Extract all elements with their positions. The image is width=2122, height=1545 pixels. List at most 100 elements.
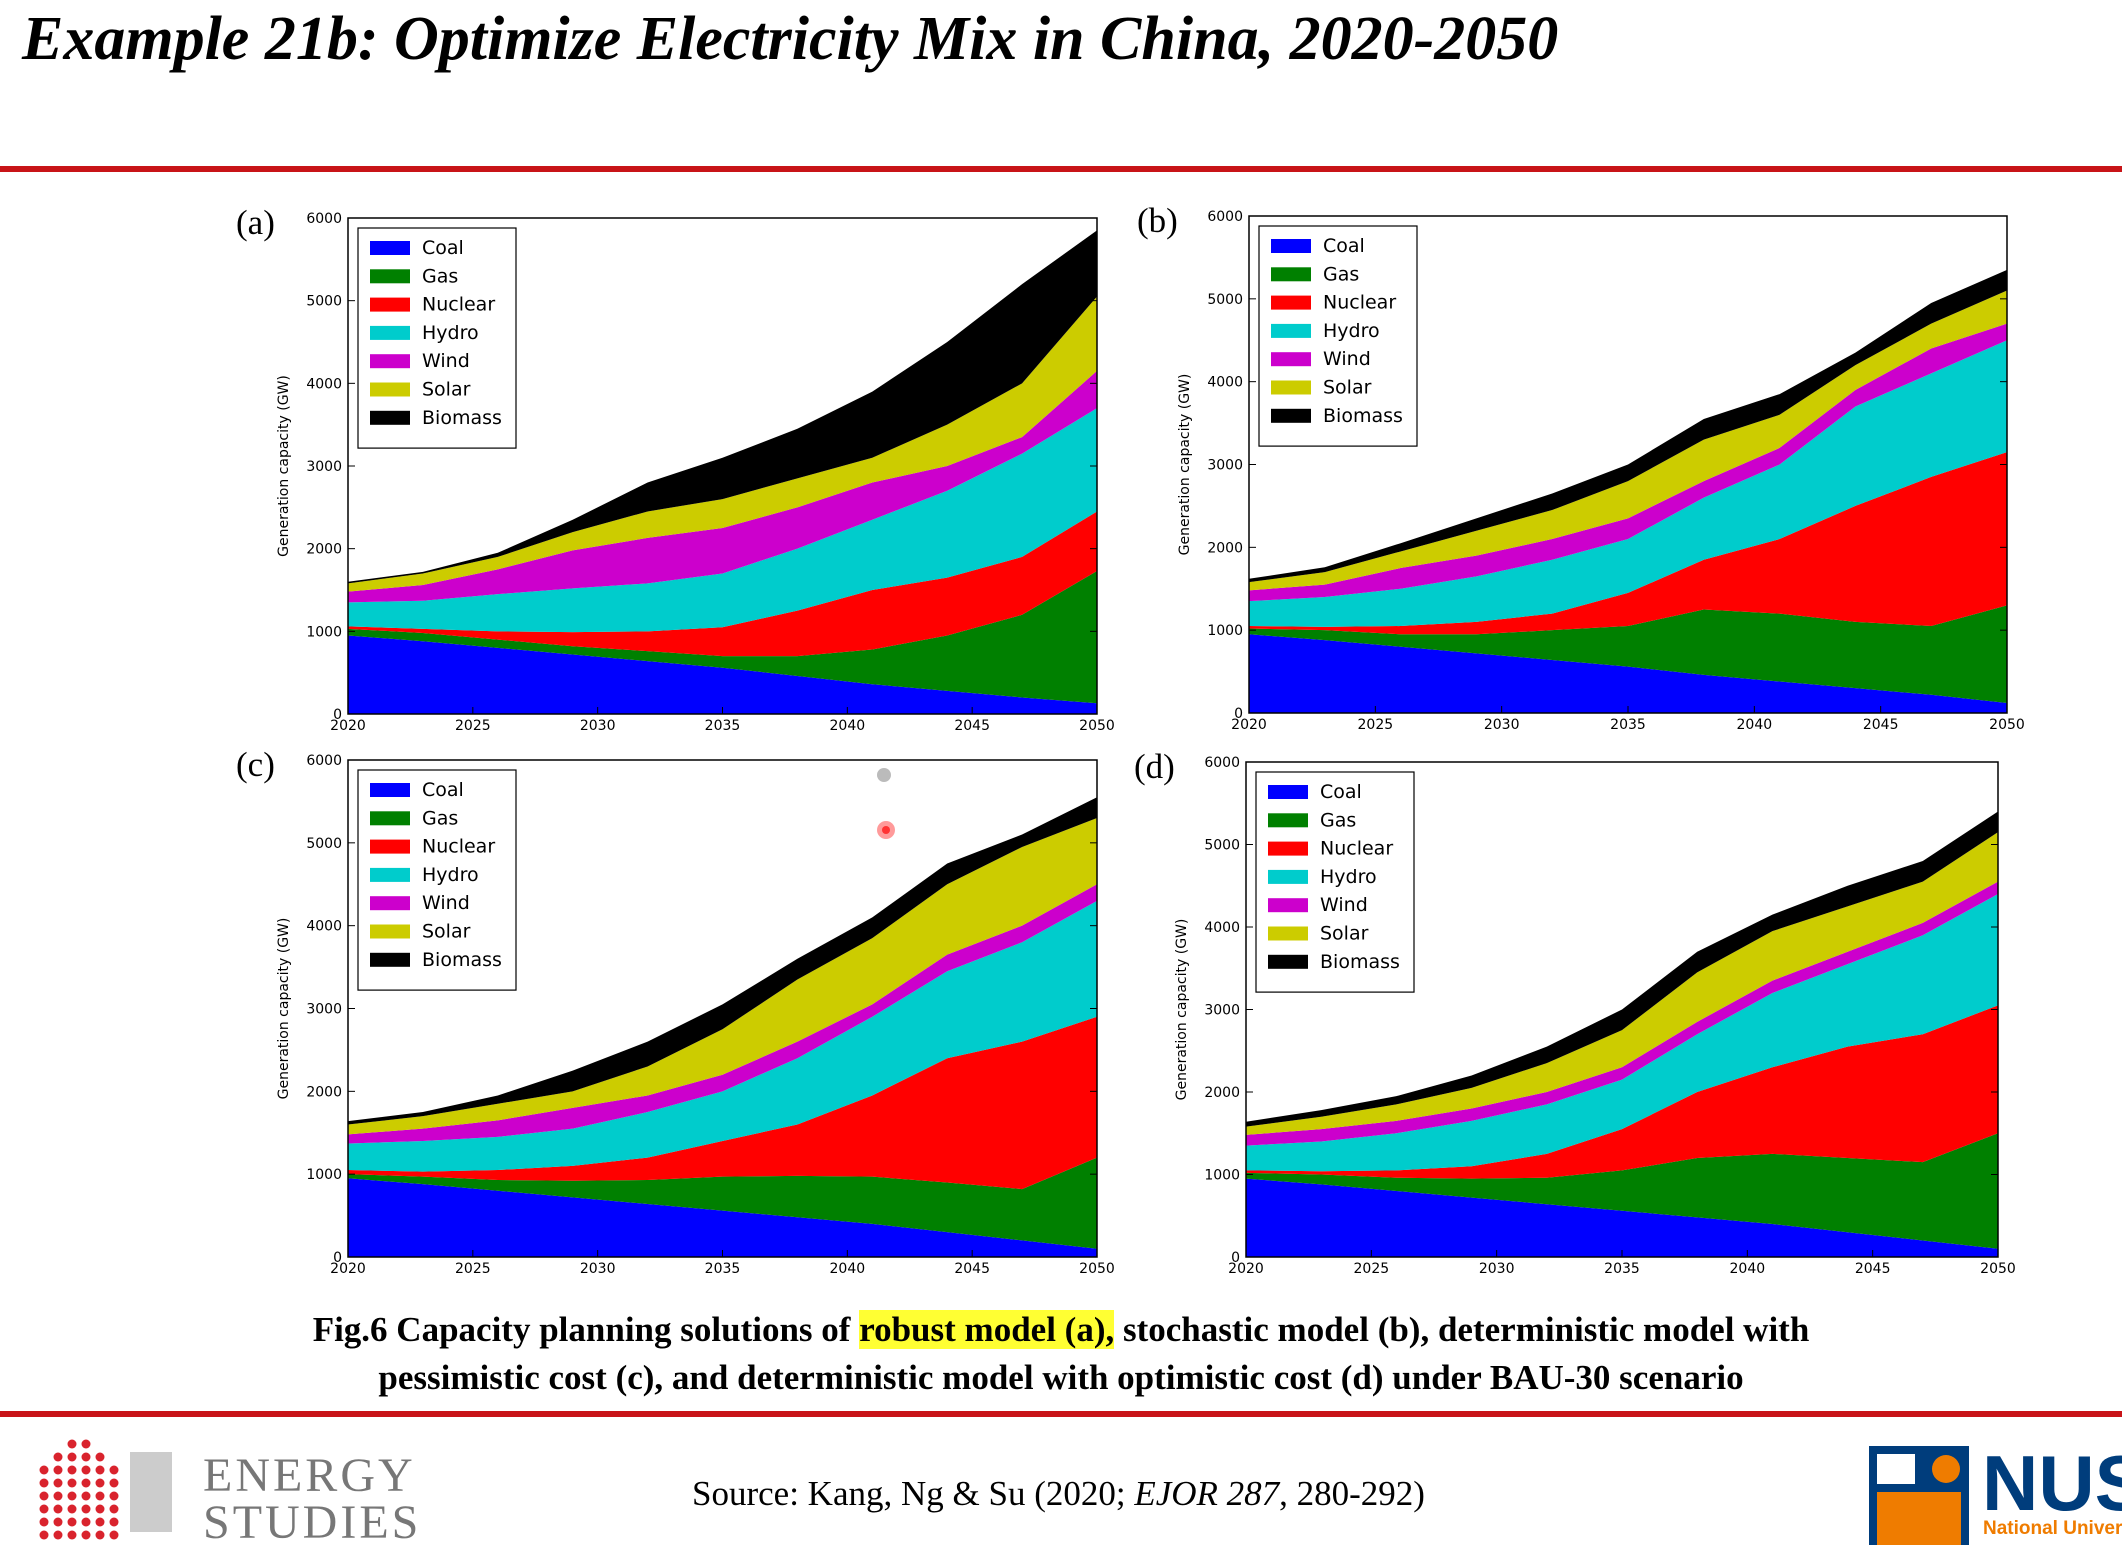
area [1246,1133,1998,1249]
caption-text: pessimistic cost (c), and deterministic … [378,1358,1744,1397]
logo-dot [53,1452,63,1462]
x-tick-label: 2040 [1730,1261,1766,1277]
area [348,511,1097,657]
legend-swatch [370,325,410,340]
x-tick-label: 2030 [580,718,616,734]
legend-swatch [1271,323,1311,338]
x-tick-label: 2035 [705,1261,741,1277]
plot-area [1246,811,1998,1257]
logo-dot [109,1491,119,1501]
x-tick-label: 2025 [455,718,491,734]
y-tick-label: 0 [1234,706,1243,722]
y-tick-label: 5000 [1207,292,1243,308]
logo-dot [81,1452,91,1462]
legend-label: Biomass [1323,405,1403,427]
legend-label: Hydro [422,864,479,886]
legend-swatch [1268,954,1308,969]
area [348,900,1097,1172]
legend-swatch [370,269,410,284]
logo-dot [67,1491,77,1501]
y-tick-label: 0 [333,707,342,723]
y-tick-label: 3000 [1207,458,1243,474]
logo-dot [95,1465,105,1475]
source-journal: EJOR 287 [1134,1474,1280,1513]
x-tick-label: 2035 [1604,1261,1640,1277]
y-tick-label: 5000 [306,294,342,310]
area [1249,452,2007,635]
legend-label: Gas [422,807,458,829]
legend-label: Hydro [422,322,479,344]
y-tick-label: 4000 [1207,375,1243,391]
legend-label: Gas [1323,263,1359,285]
logo-dot [67,1465,77,1475]
y-tick-label: 1000 [1207,623,1243,639]
legend-swatch [370,839,410,854]
chart-panel: 0 1000 2000 3000 4000 5000 6000 2020 2025 2030 203… [236,745,1115,1277]
source: Source: Kang, Ng & Su (2020; EJOR 287, 2… [692,1474,1425,1514]
y-tick-label: 0 [333,1250,342,1266]
logo-dot [81,1530,91,1540]
area [348,635,1097,714]
x-tick-label: 2050 [1079,718,1115,734]
logo-dot [95,1452,105,1462]
y-tick-label: 6000 [1207,209,1243,225]
bottom-rule [0,1411,2122,1417]
legend-swatch [370,952,410,967]
legend-swatch [1268,926,1308,941]
x-tick-label: 2030 [580,1261,616,1277]
area [1249,323,2007,602]
y-axis-label: Generation capacity (GW) [276,375,292,557]
legend-label: Biomass [422,949,502,971]
x-tick-label: 2020 [1228,1261,1264,1277]
chart-panel: 0 1000 2000 3000 4000 5000 6000 2020 2025 2030 203… [236,203,1115,734]
area [348,296,1097,592]
legend-swatch [370,867,410,882]
x-tick-label: 2045 [1863,717,1899,733]
legend-label: Wind [422,892,470,914]
legend-label: Coal [1320,781,1362,803]
area [348,230,1097,584]
caption-highlight: robust model (a), [859,1310,1115,1349]
logo-dot [53,1504,63,1514]
plot-area [348,797,1097,1257]
y-tick-label: 3000 [1204,1003,1240,1019]
area [348,370,1097,603]
legend-swatch [1268,813,1308,828]
logo-dot [81,1465,91,1475]
y-tick-label: 5000 [306,836,342,852]
source-text: , 280-292) [1279,1474,1425,1513]
logo-dot [67,1439,77,1449]
logo-dot [53,1491,63,1501]
y-tick-label: 4000 [306,376,342,392]
x-tick-label: 2020 [1231,717,1267,733]
chart-panel: 0 1000 2000 3000 4000 5000 6000 2020 2025 2030 203… [1137,201,2025,733]
y-tick-label: 2000 [1204,1085,1240,1101]
legend-label: Wind [422,350,470,372]
x-tick-label: 2025 [455,1261,491,1277]
x-tick-label: 2025 [1358,717,1394,733]
legend-label: Gas [422,265,458,287]
chart-panel: 0 1000 2000 3000 4000 5000 6000 2020 2025 2030 203… [1134,747,2016,1277]
source-text: Source: Kang, Ng & Su (2020; [692,1474,1135,1513]
x-tick-label: 2030 [1484,717,1520,733]
legend-label: Nuclear [422,294,495,316]
y-tick-label: 4000 [1204,920,1240,936]
y-axis-label: Generation capacity (GW) [276,918,292,1100]
legend-label: Solar [1323,377,1372,399]
x-tick-label: 2020 [330,718,366,734]
legend-swatch [1271,408,1311,423]
y-tick-label: 6000 [306,753,342,769]
legend-label: Nuclear [422,836,495,858]
legend-swatch [1268,841,1308,856]
logo-dot [53,1478,63,1488]
y-tick-label: 3000 [306,1002,342,1018]
logo-dot [81,1478,91,1488]
area [348,1016,1097,1190]
area [1249,634,2007,713]
area [1246,1178,1998,1257]
x-tick-label: 2045 [954,1261,990,1277]
logo-dot [95,1504,105,1514]
legend-label: Biomass [422,407,502,429]
legend-swatch [370,410,410,425]
